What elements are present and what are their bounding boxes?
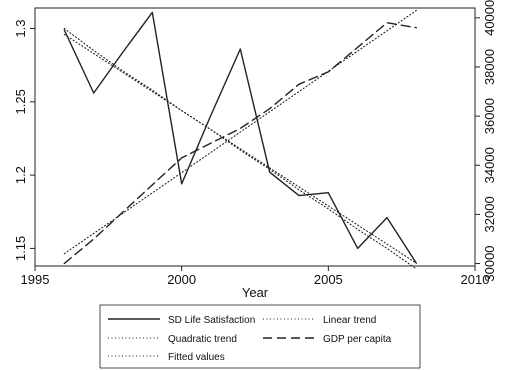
legend-item-quadratic-trend: Quadratic trend (108, 334, 237, 345)
legend-item-linear-trend: Linear trend (263, 315, 376, 326)
y-right-tick-label: 30000 (482, 245, 497, 281)
legend: SD Life Satisfaction Linear trend Quadrati… (108, 315, 392, 363)
y-right-tick-label: 32000 (482, 196, 497, 232)
series-line-quadratic-trend (63, 27, 417, 270)
y-right-tick-label: 36000 (482, 98, 497, 134)
series-line-gdp-per-capita (63, 22, 417, 265)
legend-item-sd-life-satisfaction: SD Life Satisfaction (108, 315, 255, 326)
ticks-layer: 1995 2000 2005 2010 1.15 1.2 1.25 1.3 30000 32000… (13, 0, 497, 287)
x-tick-label: 2010 (461, 272, 490, 287)
series-layer (63, 9, 417, 270)
plot-frame (34, 7, 476, 267)
legend-item-gdp-per-capita: GDP per capita (263, 334, 392, 345)
y-right-tick-label: 38000 (482, 49, 497, 85)
series-line-linear-trend (63, 33, 417, 264)
x-tick-label: 2000 (167, 272, 196, 287)
legend-box (99, 304, 421, 369)
series-line-fitted-values (63, 9, 417, 255)
legend-label: Fitted values (168, 352, 225, 363)
x-tick-label: 1995 (21, 272, 50, 287)
y-left-tick-label: 1.25 (13, 89, 28, 114)
series-line-sd-life-satisfaction (63, 11, 417, 264)
legend-label: SD Life Satisfaction (168, 315, 255, 326)
legend-label: GDP per capita (323, 334, 392, 345)
x-tick-label: 2005 (314, 272, 343, 287)
legend-label: Linear trend (323, 315, 376, 326)
y-left-tick-label: 1.3 (13, 19, 28, 37)
y-left-tick-label: 1.2 (13, 166, 28, 184)
legend-item-fitted-values: Fitted values (108, 352, 225, 363)
y-right-tick-label: 34000 (482, 147, 497, 183)
x-axis-title: Year (242, 285, 269, 300)
y-right-tick-label: 40000 (482, 0, 497, 36)
legend-label: Quadratic trend (168, 334, 237, 345)
y-left-tick-label: 1.15 (13, 236, 28, 261)
